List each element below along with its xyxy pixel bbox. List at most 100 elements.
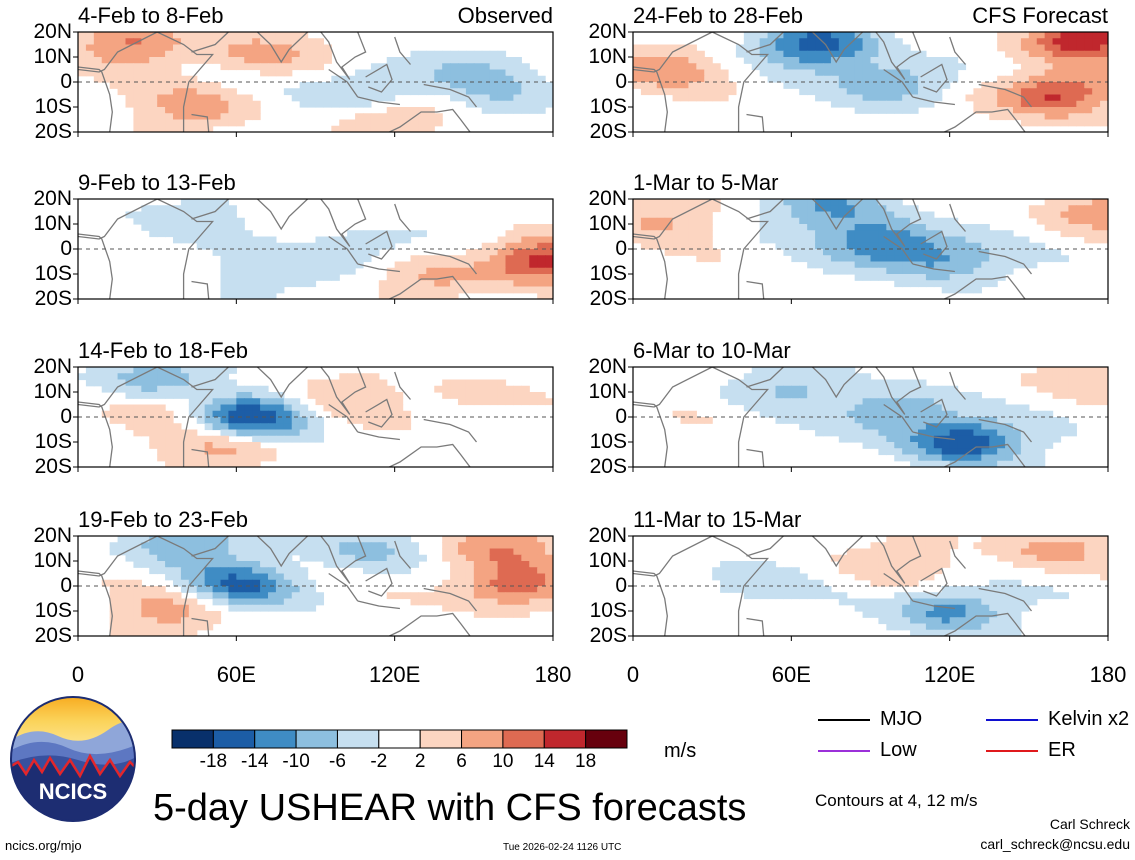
panel-date-range: 19-Feb to 23-Feb xyxy=(78,507,248,532)
colorbar-swatch xyxy=(543,729,587,749)
lat-tick-label: 0 xyxy=(60,237,72,260)
lat-tick-label: 10N xyxy=(588,549,627,572)
legend-label: Low xyxy=(880,739,917,761)
colorbar-tick-label: -2 xyxy=(370,751,388,772)
colorbar-tick-label: -14 xyxy=(240,751,269,772)
colorbar-swatch xyxy=(419,729,463,749)
lat-tick-label: 20N xyxy=(33,20,72,43)
panel-date-range: 9-Feb to 13-Feb xyxy=(78,170,236,195)
lat-tick-label: 20N xyxy=(33,355,72,378)
lat-tick-label: 0 xyxy=(615,405,627,428)
shear-field xyxy=(633,367,1108,467)
legend-line-swatch xyxy=(818,718,870,721)
colorbar-tick-label: -18 xyxy=(199,751,228,772)
lon-tick-label: 0 xyxy=(71,662,85,687)
lat-tick-label: 0 xyxy=(615,237,627,260)
lat-tick-label: 10N xyxy=(33,212,72,235)
shear-field xyxy=(78,536,553,636)
colorbar-swatch xyxy=(461,729,504,749)
lon-tick-label: 0 xyxy=(626,662,640,687)
lat-tick-label: 10S xyxy=(34,95,72,118)
legend-line-swatch xyxy=(986,718,1038,721)
panel-1-0 xyxy=(628,31,1109,137)
panel-0-0 xyxy=(73,31,554,137)
colorbar-swatch xyxy=(502,729,545,749)
lat-tick-label: 20S xyxy=(34,455,72,478)
lat-tick-label: 10N xyxy=(588,380,627,403)
colorbar-swatch xyxy=(378,729,421,749)
colorbar-tick-label: 6 xyxy=(456,751,467,772)
shear-field xyxy=(633,32,1108,132)
legend-item: Low xyxy=(818,739,917,761)
lat-tick-label: 10S xyxy=(589,95,627,118)
site-url-link[interactable]: ncics.org/mjo xyxy=(5,838,82,853)
panel-frame xyxy=(632,198,1109,300)
lat-tick-label: 0 xyxy=(60,405,72,428)
lat-tick-label: 20N xyxy=(33,187,72,210)
timestamp: Tue 2026-02-24 1126 UTC xyxy=(503,842,622,853)
lat-tick-label: 10N xyxy=(588,45,627,68)
colorbar-swatch xyxy=(254,729,297,749)
panel-frame xyxy=(632,366,1109,468)
panel-date-range: 24-Feb to 28-Feb xyxy=(633,3,803,28)
lat-tick-label: 20S xyxy=(589,120,627,143)
panel-frame xyxy=(77,535,554,637)
legend-item: ER xyxy=(986,739,1076,761)
lat-tick-label: 20S xyxy=(589,287,627,310)
lon-tick-label: 120E xyxy=(368,662,421,687)
units-label: m/s xyxy=(664,740,697,762)
chart-title: 5-day USHEAR with CFS forecasts xyxy=(153,787,747,829)
panel-date-range: 14-Feb to 18-Feb xyxy=(78,338,248,363)
lat-tick-label: 20N xyxy=(588,524,627,547)
panel-1-1 xyxy=(628,198,1109,304)
panel-source-tag: Observed xyxy=(457,3,553,28)
lat-tick-label: 20N xyxy=(588,20,627,43)
lat-tick-label: 20S xyxy=(34,624,72,647)
lat-tick-label: 0 xyxy=(60,574,72,597)
lat-tick-label: 0 xyxy=(615,70,627,93)
shear-field xyxy=(78,367,553,467)
lat-tick-label: 10N xyxy=(33,45,72,68)
colorbar-swatch xyxy=(212,729,256,749)
legend-label: Kelvin x2 xyxy=(1048,708,1130,730)
panel-date-range: 11-Mar to 15-Mar xyxy=(633,507,802,532)
panel-date-range: 6-Mar to 10-Mar xyxy=(633,338,791,363)
lon-tick-label: 60E xyxy=(771,662,811,687)
author-name: Carl Schreck xyxy=(1049,816,1130,832)
legend-item: Kelvin x2 xyxy=(986,708,1129,730)
lat-tick-label: 20S xyxy=(589,624,627,647)
author-email[interactable]: carl_schreck@ncsu.edu xyxy=(980,836,1130,852)
colorbar-tick-label: -10 xyxy=(282,751,310,772)
lat-tick-label: 20S xyxy=(589,455,627,478)
colorbar-tick-label: 18 xyxy=(575,751,597,772)
legend-label: ER xyxy=(1048,739,1076,761)
panel-0-1 xyxy=(73,198,554,304)
ncics-logo: NCICS xyxy=(10,696,136,822)
panel-date-range: 1-Mar to 5-Mar xyxy=(633,170,779,195)
panel-0-2 xyxy=(73,366,554,472)
lat-tick-label: 10N xyxy=(33,380,72,403)
lat-tick-label: 20N xyxy=(588,355,627,378)
lat-tick-label: 10S xyxy=(34,599,72,622)
colorbar-swatch xyxy=(585,729,628,749)
lon-tick-label: 60E xyxy=(216,662,256,687)
lat-tick-label: 10S xyxy=(589,262,627,285)
lon-tick-label: 180 xyxy=(534,662,572,687)
lon-tick-label: 180 xyxy=(1089,662,1127,687)
panel-0-3 xyxy=(73,535,554,641)
shear-field xyxy=(78,199,553,299)
panel-frame xyxy=(77,366,554,468)
colorbar-swatch xyxy=(295,729,338,749)
lat-tick-label: 0 xyxy=(60,70,72,93)
colorbar-tick-label: 10 xyxy=(492,751,514,772)
shear-field xyxy=(633,536,1108,636)
panel-date-range: 4-Feb to 8-Feb xyxy=(78,3,224,28)
legend-line-swatch xyxy=(818,749,870,752)
lat-tick-label: 10N xyxy=(33,549,72,572)
colorbar-tick-label: -6 xyxy=(329,751,346,772)
panel-frame xyxy=(632,31,1109,133)
logo-text: NCICS xyxy=(39,779,107,804)
lat-tick-label: 10S xyxy=(589,430,627,453)
shear-field xyxy=(78,32,553,132)
colorbar-swatch xyxy=(336,729,380,749)
